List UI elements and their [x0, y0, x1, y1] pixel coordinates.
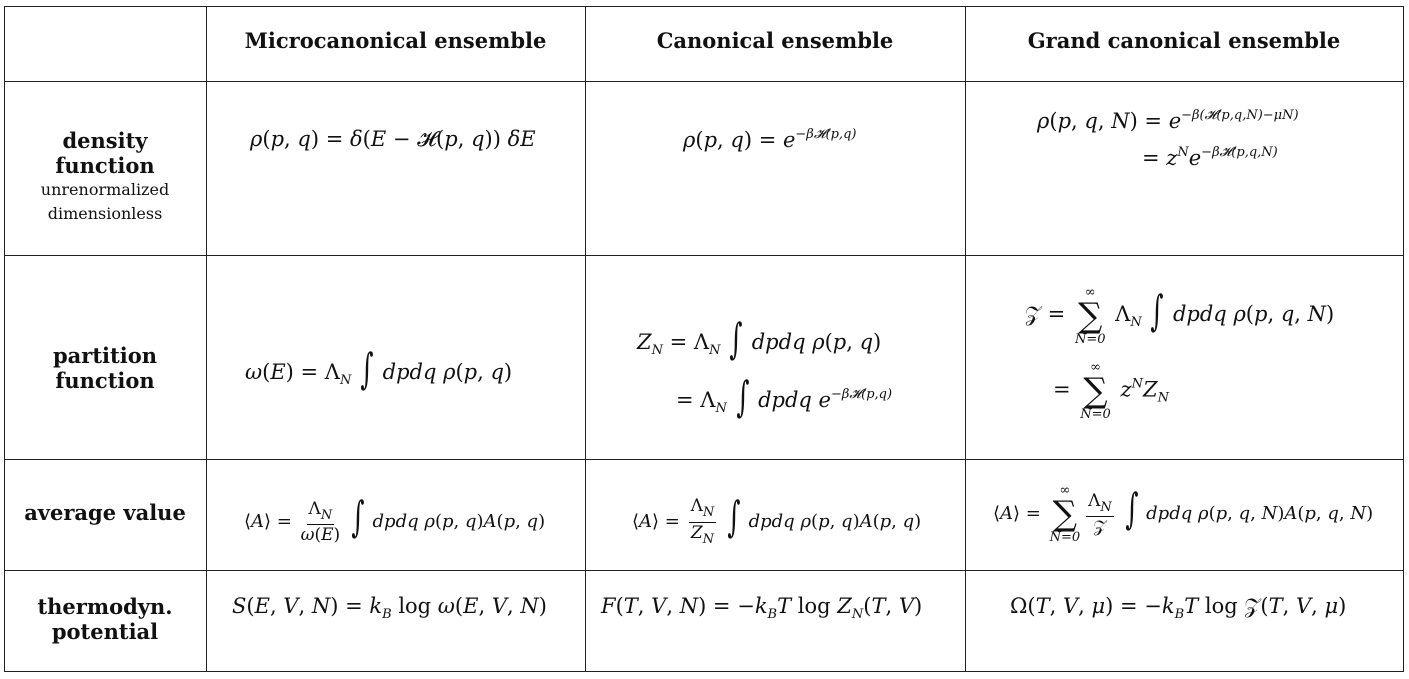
row-label-potential-line2: potential	[51, 619, 159, 644]
table-rule	[4, 81, 1404, 82]
row-label-potential: thermodyn. potential	[4, 594, 206, 644]
table-rule	[4, 255, 1404, 256]
formula-average-canon: ⟨A⟩ = ΛN ZN ∫ dpdq ρ(p, q)A(p, q)	[632, 492, 922, 547]
formula-potential-grand: Ω(T, V, μ) = −kBT log 𝒵(T, V, μ)	[1010, 594, 1347, 622]
formula-density-grand-2: = zNe−β𝓗(p,q,N)	[1142, 145, 1278, 170]
table-rule	[4, 459, 1404, 460]
table-rule	[4, 671, 1404, 672]
row-label-partition-line1: partition	[53, 343, 157, 368]
header-canonical: Canonical ensemble	[656, 28, 894, 53]
row-label-average: average value	[4, 500, 206, 525]
formula-potential-micro: S(E, V, N) = kB log ω(E, V, N)	[232, 594, 547, 622]
row-label-density: density function unrenormalized dimensio…	[4, 128, 206, 226]
header-grand-canonical: Grand canonical ensemble	[1027, 28, 1341, 53]
row-label-density-line2: function	[55, 153, 155, 178]
table-rule	[206, 6, 207, 671]
formula-partition-canon-2: = ΛN ∫ dpdq e−β𝓗(p,q)	[676, 372, 893, 421]
table-rule	[585, 6, 586, 671]
formula-potential-canon: F(T, V, N) = −kBT log ZN(T, V)	[601, 594, 923, 622]
formula-average-micro: ⟨A⟩ = ΛN ω(E) ∫ dpdq ρ(p, q)A(p, q)	[244, 492, 546, 545]
formula-partition-micro: ω(E) = ΛN ∫ dpdq ρ(p, q)	[245, 344, 513, 393]
table-rule	[1403, 6, 1404, 671]
table-rule	[4, 6, 5, 671]
row-sublabel-unrenormalized: unrenormalized	[40, 180, 170, 199]
table-rule	[965, 6, 966, 671]
header-microcanonical: Microcanonical ensemble	[244, 28, 547, 53]
formula-partition-grand-2: = ∞ ∑ N=0 zNZN	[1053, 360, 1169, 422]
formula-density-canon: ρ(p, q) = e−β𝓗(p,q)	[683, 127, 857, 152]
row-label-density-line1: density	[62, 128, 148, 153]
row-label-partition: partition function	[4, 343, 206, 393]
table-rule	[4, 570, 1404, 571]
formula-density-grand-1: ρ(p, q, N) = e−β(𝓗(p,q,N)−μN)	[1037, 108, 1299, 133]
table-rule	[4, 6, 1404, 7]
row-label-potential-line1: thermodyn.	[37, 594, 173, 619]
formula-density-micro: ρ(p, q) = δ(E − 𝓗(p, q)) δE	[250, 127, 536, 151]
formula-partition-grand-1: 𝒵 = ∞ ∑ N=0 ΛN ∫ dpdq ρ(p, q, N)	[1025, 284, 1335, 347]
formula-partition-canon-1: ZN = ΛN ∫ dpdq ρ(p, q)	[637, 314, 882, 363]
row-label-average-text: average value	[24, 500, 186, 525]
formula-average-grand: ⟨A⟩ = ∞ ∑ N=0 ΛN 𝒵 ∫ dpdq ρ(p, q, N)A(p, q, …	[993, 483, 1374, 545]
row-sublabel-dimensionless: dimensionless	[47, 204, 163, 223]
row-label-partition-line2: function	[55, 368, 155, 393]
